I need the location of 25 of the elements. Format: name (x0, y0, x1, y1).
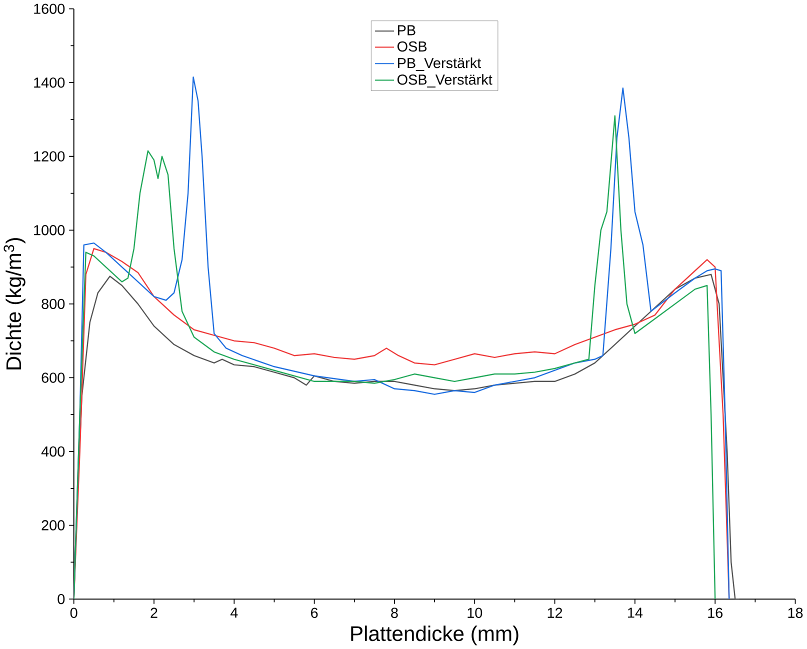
x-tick-label: 16 (708, 608, 723, 618)
y-tick-label: 800 (42, 298, 65, 310)
x-tick-label: 8 (391, 608, 398, 618)
y-tick-label: 1600 (34, 4, 65, 14)
x-tick-label: 12 (548, 608, 562, 618)
x-tick-label: 0 (70, 608, 78, 618)
x-tick-label: 6 (311, 608, 318, 618)
x-tick-label: 10 (468, 608, 482, 618)
y-tick-label: 1200 (34, 151, 65, 162)
legend-label: OSB (397, 41, 427, 52)
y-tick-label: 400 (41, 446, 65, 457)
y-tick-label: 1400 (34, 77, 65, 88)
y-axis-title: Dichte (kg/m$^{3}$) (4, 238, 26, 370)
legend-label: PB_Verstärkt (398, 58, 482, 71)
x-tick-label: 4 (230, 608, 238, 618)
y-tick-label: 600 (42, 372, 65, 383)
y-tick-label: 1000 (34, 225, 65, 236)
x-tick-label: 18 (788, 608, 803, 618)
legend-label: OSB_Verstärkt (397, 74, 492, 88)
y-tick-label: 0 (58, 594, 65, 604)
x-tick-label: 14 (628, 608, 643, 618)
legend-label: PB (398, 25, 416, 36)
y-tick-label: 200 (42, 520, 65, 530)
x-tick-label: 2 (150, 608, 158, 618)
x-axis-title: Plattendicke (mm) (351, 626, 518, 646)
